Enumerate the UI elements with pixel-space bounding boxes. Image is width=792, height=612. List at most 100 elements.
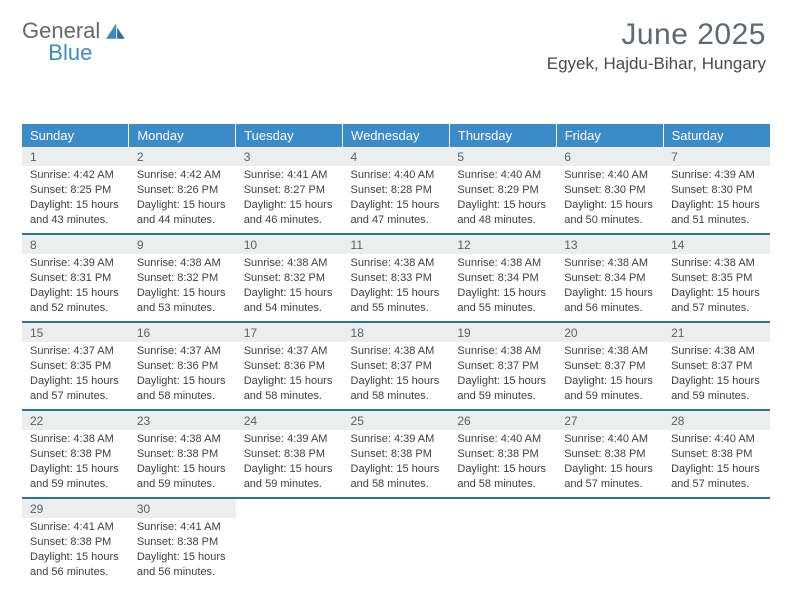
day-number: 9 bbox=[129, 235, 236, 254]
sunrise-line: Sunrise: 4:38 AM bbox=[564, 257, 648, 269]
weekday-header-row: SundayMondayTuesdayWednesdayThursdayFrid… bbox=[22, 124, 770, 147]
daylight-line: Daylight: 15 hours and 46 minutes. bbox=[244, 199, 333, 226]
calendar-day-cell: 24Sunrise: 4:39 AMSunset: 8:38 PMDayligh… bbox=[236, 410, 343, 498]
calendar-day-cell: 9Sunrise: 4:38 AMSunset: 8:32 PMDaylight… bbox=[129, 234, 236, 322]
sunset-line: Sunset: 8:33 PM bbox=[351, 272, 432, 284]
day-number: 15 bbox=[22, 323, 129, 342]
calendar-week-row: 29Sunrise: 4:41 AMSunset: 8:38 PMDayligh… bbox=[22, 498, 770, 585]
sunrise-line: Sunrise: 4:38 AM bbox=[30, 433, 114, 445]
day-details: Sunrise: 4:40 AMSunset: 8:28 PMDaylight:… bbox=[343, 166, 450, 231]
daylight-line: Daylight: 15 hours and 51 minutes. bbox=[671, 199, 760, 226]
calendar-day-cell: 25Sunrise: 4:39 AMSunset: 8:38 PMDayligh… bbox=[343, 410, 450, 498]
day-number: 6 bbox=[556, 147, 663, 166]
sunset-line: Sunset: 8:37 PM bbox=[351, 360, 432, 372]
sunrise-line: Sunrise: 4:40 AM bbox=[457, 433, 541, 445]
sunrise-line: Sunrise: 4:37 AM bbox=[137, 345, 221, 357]
sunset-line: Sunset: 8:38 PM bbox=[30, 448, 111, 460]
day-details: Sunrise: 4:40 AMSunset: 8:38 PMDaylight:… bbox=[663, 430, 770, 495]
weekday-header: Wednesday bbox=[343, 124, 450, 147]
day-details: Sunrise: 4:38 AMSunset: 8:33 PMDaylight:… bbox=[343, 254, 450, 319]
daylight-line: Daylight: 15 hours and 48 minutes. bbox=[457, 199, 546, 226]
day-details: Sunrise: 4:38 AMSunset: 8:37 PMDaylight:… bbox=[556, 342, 663, 407]
day-number: 28 bbox=[663, 411, 770, 430]
sunset-line: Sunset: 8:31 PM bbox=[30, 272, 111, 284]
day-number: 20 bbox=[556, 323, 663, 342]
calendar-day-cell: 26Sunrise: 4:40 AMSunset: 8:38 PMDayligh… bbox=[449, 410, 556, 498]
calendar-day-cell: 5Sunrise: 4:40 AMSunset: 8:29 PMDaylight… bbox=[449, 147, 556, 234]
day-number: 29 bbox=[22, 499, 129, 518]
daylight-line: Daylight: 15 hours and 57 minutes. bbox=[671, 463, 760, 490]
calendar-day-cell: 19Sunrise: 4:38 AMSunset: 8:37 PMDayligh… bbox=[449, 322, 556, 410]
calendar-day-cell: 8Sunrise: 4:39 AMSunset: 8:31 PMDaylight… bbox=[22, 234, 129, 322]
daylight-line: Daylight: 15 hours and 59 minutes. bbox=[30, 463, 119, 490]
day-details: Sunrise: 4:40 AMSunset: 8:38 PMDaylight:… bbox=[556, 430, 663, 495]
day-number: 4 bbox=[343, 147, 450, 166]
sunrise-line: Sunrise: 4:42 AM bbox=[137, 169, 221, 181]
sunset-line: Sunset: 8:27 PM bbox=[244, 184, 325, 196]
day-details: Sunrise: 4:38 AMSunset: 8:35 PMDaylight:… bbox=[663, 254, 770, 319]
day-details: Sunrise: 4:37 AMSunset: 8:35 PMDaylight:… bbox=[22, 342, 129, 407]
day-details: Sunrise: 4:38 AM Sunset: 8:34 PM Daylight:… bbox=[556, 254, 663, 319]
sunrise-line: Sunrise: 4:38 AM bbox=[351, 257, 435, 269]
calendar-day-cell: .. bbox=[343, 498, 450, 585]
sunrise-line: Sunrise: 4:38 AM bbox=[244, 257, 328, 269]
daylight-line: Daylight: 15 hours and 57 minutes. bbox=[30, 375, 119, 402]
daylight-line: Daylight: 15 hours and 50 minutes. bbox=[564, 199, 653, 226]
sunrise-line: Sunrise: 4:40 AM bbox=[564, 433, 648, 445]
weekday-header: Tuesday bbox=[236, 124, 343, 147]
calendar-day-cell: 15Sunrise: 4:37 AMSunset: 8:35 PMDayligh… bbox=[22, 322, 129, 410]
day-details: Sunrise: 4:40 AMSunset: 8:30 PMDaylight:… bbox=[556, 166, 663, 231]
day-number: 27 bbox=[556, 411, 663, 430]
daylight-line: Daylight: 15 hours and 58 minutes. bbox=[457, 463, 546, 490]
day-number: 13 bbox=[556, 235, 663, 254]
sunset-line: Sunset: 8:26 PM bbox=[137, 184, 218, 196]
calendar-day-cell: .. bbox=[663, 498, 770, 585]
logo-sail-icon bbox=[106, 22, 125, 40]
daylight-line: Daylight: 15 hours and 58 minutes. bbox=[137, 375, 226, 402]
sunset-line: Sunset: 8:34 PM bbox=[564, 272, 645, 284]
daylight-line: Daylight: 15 hours and 59 minutes. bbox=[564, 375, 653, 402]
calendar-day-cell: 23Sunrise: 4:38 AMSunset: 8:38 PMDayligh… bbox=[129, 410, 236, 498]
daylight-line: Daylight: 15 hours and 57 minutes. bbox=[564, 463, 653, 490]
month-title: June 2025 bbox=[547, 18, 766, 52]
sunrise-line: Sunrise: 4:40 AM bbox=[351, 169, 435, 181]
day-number: 12 bbox=[449, 235, 556, 254]
day-number: 17 bbox=[236, 323, 343, 342]
calendar-day-cell: .. bbox=[236, 498, 343, 585]
sunrise-line: Sunrise: 4:38 AM bbox=[671, 257, 755, 269]
day-number: 26 bbox=[449, 411, 556, 430]
sunset-line: Sunset: 8:30 PM bbox=[671, 184, 752, 196]
daylight-line: Daylight: 15 hours and 58 minutes. bbox=[244, 375, 333, 402]
sunset-line: Sunset: 8:32 PM bbox=[137, 272, 218, 284]
day-details: Sunrise: 4:38 AMSunset: 8:37 PMDaylight:… bbox=[343, 342, 450, 407]
day-number: 14 bbox=[663, 235, 770, 254]
daylight-line: Daylight: 15 hours and 57 minutes. bbox=[671, 287, 760, 314]
day-details: Sunrise: 4:42 AMSunset: 8:26 PMDaylight:… bbox=[129, 166, 236, 231]
daylight-line: Daylight: 15 hours and 54 minutes. bbox=[244, 287, 333, 314]
day-details: Sunrise: 4:37 AMSunset: 8:36 PMDaylight:… bbox=[236, 342, 343, 407]
calendar-day-cell: 13 Sunrise: 4:38 AM Sunset: 8:34 PM Dayligh… bbox=[556, 234, 663, 322]
sunset-line: Sunset: 8:36 PM bbox=[137, 360, 218, 372]
weekday-header: Monday bbox=[129, 124, 236, 147]
sunrise-line: Sunrise: 4:40 AM bbox=[671, 433, 755, 445]
calendar-week-row: 22Sunrise: 4:38 AMSunset: 8:38 PMDayligh… bbox=[22, 410, 770, 498]
logo-word2: Blue bbox=[48, 40, 92, 66]
calendar-day-cell: 10Sunrise: 4:38 AMSunset: 8:32 PMDayligh… bbox=[236, 234, 343, 322]
sunrise-line: Sunrise: 4:39 AM bbox=[244, 433, 328, 445]
sunset-line: Sunset: 8:38 PM bbox=[351, 448, 432, 460]
day-details: Sunrise: 4:42 AMSunset: 8:25 PMDaylight:… bbox=[22, 166, 129, 231]
title-block: June 2025 Egyek, Hajdu-Bihar, Hungary bbox=[547, 18, 766, 74]
sunrise-line: Sunrise: 4:39 AM bbox=[671, 169, 755, 181]
day-details: Sunrise: 4:37 AM Sunset: 8:36 PM Daylight:… bbox=[129, 342, 236, 407]
daylight-line: Daylight: 15 hours and 47 minutes. bbox=[351, 199, 440, 226]
day-number: 2 bbox=[129, 147, 236, 166]
sunset-line: Sunset: 8:37 PM bbox=[457, 360, 538, 372]
weekday-header: Saturday bbox=[663, 124, 770, 147]
daylight-line: Daylight: 15 hours and 56 minutes. bbox=[564, 287, 653, 314]
sunrise-line: Sunrise: 4:38 AM bbox=[351, 345, 435, 357]
sunrise-line: Sunrise: 4:39 AM bbox=[30, 257, 114, 269]
day-number: 18 bbox=[343, 323, 450, 342]
sunset-line: Sunset: 8:30 PM bbox=[564, 184, 645, 196]
daylight-line: Daylight: 15 hours and 59 minutes. bbox=[244, 463, 333, 490]
sunset-line: Sunset: 8:34 PM bbox=[457, 272, 538, 284]
